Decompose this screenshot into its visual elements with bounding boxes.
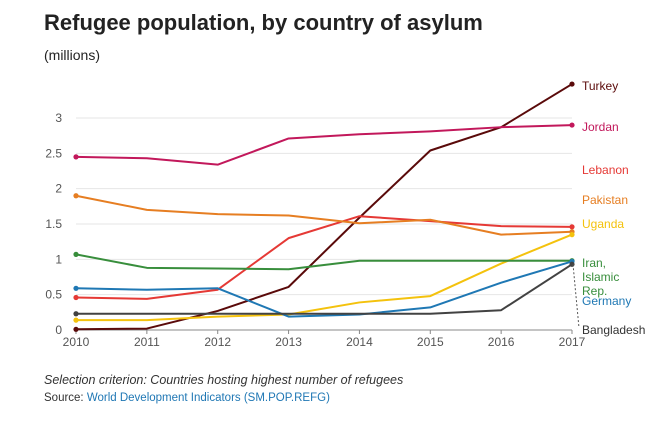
series-marker [569, 261, 575, 267]
series-marker [569, 81, 575, 87]
series-line [75, 215, 573, 300]
series-label: Jordan [582, 120, 619, 134]
y-tick-label: 1 [55, 252, 62, 266]
x-tick-label: 2014 [346, 335, 373, 349]
series-line [75, 83, 573, 331]
y-tick-label: 0.5 [45, 288, 62, 302]
grid-lines [76, 117, 572, 331]
series-line [75, 260, 573, 318]
series-label: Rep. [582, 284, 607, 298]
series-marker [73, 193, 79, 199]
series-line [75, 124, 573, 166]
x-tick-label: 2015 [417, 335, 444, 349]
x-axis-labels: 2010 2011 2012 2013 2014 2015 2016 2017 [63, 330, 586, 349]
x-tick-label: 2012 [204, 335, 231, 349]
selection-note: Selection criterion: Countries hosting h… [44, 373, 404, 387]
series-label: Uganda [582, 217, 624, 231]
series-label: Bangladesh [582, 323, 645, 337]
series-line [76, 233, 573, 322]
source-line: Source: World Development Indicators (SM… [44, 392, 330, 404]
series-marker [569, 232, 575, 238]
x-tick-label: 2013 [275, 335, 302, 349]
series-line [75, 253, 572, 271]
series-labels: Turkey Jordan Lebanon Pakistan Uganda Iran,Is… [582, 79, 645, 337]
series-marker [569, 122, 575, 128]
y-tick-label: 1.5 [45, 217, 62, 231]
x-tick-label: 2011 [134, 335, 160, 349]
series-marker [73, 285, 79, 291]
y-tick-label: 2.5 [45, 146, 62, 160]
series-label: Islamic [582, 270, 619, 284]
y-tick-label: 3 [55, 111, 62, 125]
x-tick-label: 2010 [63, 335, 90, 349]
series-marker [73, 317, 79, 323]
series-label: Germany [582, 294, 631, 308]
chart-subtitle: (millions) [44, 47, 100, 63]
series-label: Lebanon [582, 163, 629, 177]
series-marker [73, 294, 79, 301]
series-label: Pakistan [582, 193, 628, 207]
source-prefix: Source: [44, 392, 87, 404]
y-tick-label: 0 [55, 323, 62, 337]
series-marker [73, 154, 79, 160]
series-marker [73, 311, 79, 317]
chart-title: Refugee population, by country of asylum [44, 10, 483, 35]
leader-line [572, 264, 580, 329]
x-tick-label: 2016 [488, 335, 515, 349]
series-label: Iran, [582, 256, 606, 270]
y-tick-label: 2 [55, 182, 62, 196]
series-lines [73, 81, 580, 332]
y-axis-labels: 0 0.5 1 1.5 2 2.5 3 [45, 111, 62, 337]
series-marker [569, 224, 575, 230]
series-line [75, 194, 573, 236]
source-link[interactable]: World Development Indicators (SM.POP.REF… [86, 392, 330, 404]
series-line [76, 263, 573, 315]
series-label: Turkey [582, 79, 618, 93]
series-marker [73, 326, 79, 332]
series-marker [73, 251, 79, 257]
x-tick-label: 2017 [559, 335, 586, 349]
